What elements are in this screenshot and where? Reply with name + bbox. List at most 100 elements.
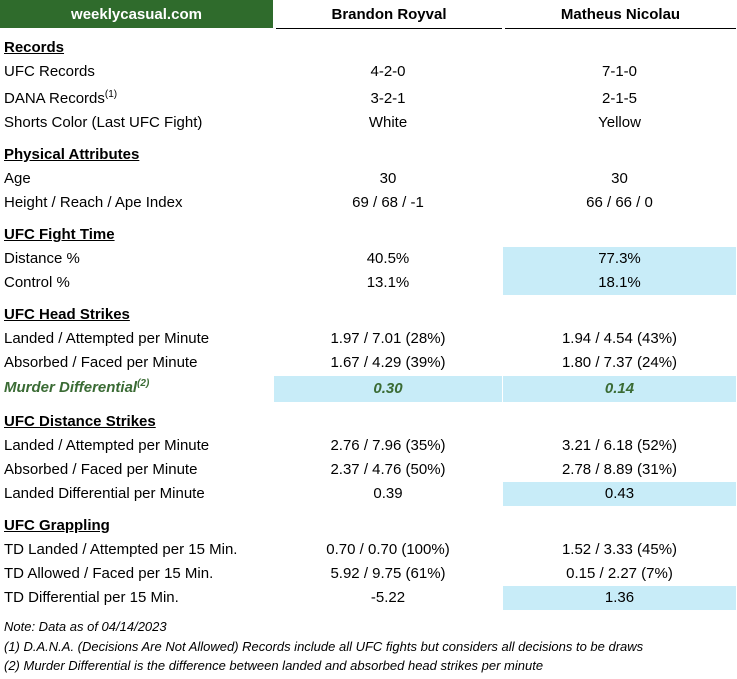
fighter1-value: 1.97 / 7.01 (28%): [330, 330, 446, 347]
fighter2-value: 1.36: [503, 586, 736, 610]
section-heading: Records: [4, 36, 64, 60]
fighter1-value: White: [368, 114, 408, 131]
fighter1-value: 3-2-1: [370, 90, 406, 107]
fighter2-value: 0.14: [503, 376, 736, 402]
fighter1-value: 40.5%: [366, 250, 410, 267]
table-row: Height / Reach / Ape Index 69 / 68 / -1 66…: [0, 191, 737, 215]
section-row: UFC Grappling: [0, 514, 737, 538]
table-row: UFC Records 4-2-0 7-1-0: [0, 60, 737, 84]
fighter2-value: 2-1-5: [601, 90, 638, 107]
fighter1-value: 5.92 / 9.75 (61%): [330, 565, 446, 582]
row-label-text: Landed / Attempted per Minute: [4, 437, 210, 454]
row-label-text: UFC Records: [4, 63, 95, 80]
fighter1-value: 2.37 / 4.76 (50%): [330, 461, 446, 478]
fighter2-value: 2.78 / 8.89 (31%): [561, 461, 678, 478]
row-label: Control %: [4, 271, 70, 295]
fighter1-value: 69 / 68 / -1: [352, 194, 424, 211]
row-label: TD Allowed / Faced per 15 Min.: [4, 562, 213, 586]
footnote-1: (1) D.A.N.A. (Decisions Are Not Allowed)…: [4, 639, 644, 654]
section-row: UFC Head Strikes: [0, 303, 737, 327]
fighter2-value: 1.52 / 3.33 (45%): [561, 541, 678, 558]
row-label-text: DANA Records: [4, 90, 105, 107]
row-label-text: Shorts Color (Last UFC Fight): [4, 114, 203, 131]
row-label: Distance %: [4, 247, 80, 271]
row-label: Age: [4, 167, 31, 191]
section-heading: UFC Grappling: [4, 514, 110, 538]
table-row: Absorbed / Faced per Minute 1.67 / 4.29 (…: [0, 351, 737, 375]
row-label-text: Absorbed / Faced per Minute: [4, 461, 198, 478]
fighter1-value: 0.30: [274, 376, 502, 402]
row-label-text: UFC Grappling: [4, 517, 110, 534]
fighter2-value: 0.43: [503, 482, 736, 506]
fighter2-value: 7-1-0: [601, 63, 638, 80]
row-label: Landed / Attempted per Minute: [4, 434, 209, 458]
row-label-text: Height / Reach / Ape Index: [4, 194, 183, 211]
fighter1-value: 1.67 / 4.29 (39%): [330, 354, 446, 371]
section-heading: UFC Head Strikes: [4, 303, 130, 327]
row-label-text: Records: [4, 39, 65, 56]
table-row: Age 30 30: [0, 167, 737, 191]
row-label-text: Murder Differential: [4, 379, 138, 396]
section-heading: Physical Attributes: [4, 143, 139, 167]
fighter2-value: 1.80 / 7.37 (24%): [561, 354, 678, 371]
row-label-text: UFC Distance Strikes: [4, 413, 156, 430]
row-label-text: UFC Fight Time: [4, 226, 115, 243]
fighter2-value: 1.94 / 4.54 (43%): [561, 330, 678, 347]
fighter1-value: 0.39: [373, 485, 403, 502]
fighter2-value: 66 / 66 / 0: [586, 194, 653, 211]
table-row: Shorts Color (Last UFC Fight) White Yellow: [0, 111, 737, 135]
row-label-text: Control %: [4, 274, 70, 291]
fighter2-value: 0.15 / 2.27 (7%): [566, 565, 673, 582]
table-row: Murder Differential(2) 0.30 0.14: [0, 376, 737, 402]
footnote-2: (2) Murder Differential is the differenc…: [4, 658, 544, 673]
table-row: DANA Records(1) 3-2-1 2-1-5: [0, 87, 737, 111]
section-row: UFC Distance Strikes: [0, 410, 737, 434]
row-label-text: Landed / Attempted per Minute: [4, 330, 210, 347]
fighter1-header: Brandon Royval: [276, 0, 502, 29]
row-label: Height / Reach / Ape Index: [4, 191, 182, 215]
row-label: UFC Records: [4, 60, 95, 84]
fighter1-value: 30: [379, 170, 397, 187]
table-row: TD Differential per 15 Min. -5.22 1.36: [0, 586, 737, 610]
table-row: Absorbed / Faced per Minute 2.37 / 4.76 (…: [0, 458, 737, 482]
fighter1-value: -5.22: [370, 589, 406, 606]
footnote-marker: (2): [137, 378, 150, 389]
row-label: Murder Differential(2): [4, 376, 149, 400]
row-label-text: Age: [4, 170, 31, 187]
row-label-text: UFC Head Strikes: [4, 306, 130, 323]
table-row: Landed / Attempted per Minute 2.76 / 7.96…: [0, 434, 737, 458]
table-row: Landed / Attempted per Minute 1.97 / 7.01…: [0, 327, 737, 351]
section-row: UFC Fight Time: [0, 223, 737, 247]
row-label: Shorts Color (Last UFC Fight): [4, 111, 202, 135]
row-label: Landed / Attempted per Minute: [4, 327, 209, 351]
fighter1-value: 4-2-0: [370, 63, 406, 80]
row-label: Absorbed / Faced per Minute: [4, 458, 197, 482]
row-label: Absorbed / Faced per Minute: [4, 351, 197, 375]
section-heading: UFC Fight Time: [4, 223, 115, 247]
fighter2-header: Matheus Nicolau: [505, 0, 736, 29]
fighter2-value: 77.3%: [503, 247, 736, 271]
row-label-text: TD Landed / Attempted per 15 Min.: [4, 541, 238, 558]
row-label-text: Landed Differential per Minute: [4, 485, 205, 502]
fighter2-value: Yellow: [598, 114, 641, 131]
table-row: Distance % 40.5% 77.3%: [0, 247, 737, 271]
fighter1-value: 2.76 / 7.96 (35%): [330, 437, 446, 454]
table-row: Landed Differential per Minute 0.39 0.43: [0, 482, 737, 506]
note-date: Note: Data as of 04/14/2023: [4, 619, 167, 634]
section-heading: UFC Distance Strikes: [4, 410, 156, 434]
fighter1-value: 0.70 / 0.70 (100%): [326, 541, 450, 558]
footnote-marker: (1): [104, 89, 118, 100]
section-row: Physical Attributes: [0, 143, 737, 167]
row-label-text: Distance %: [4, 250, 80, 267]
row-label-text: TD Allowed / Faced per 15 Min.: [4, 565, 214, 582]
row-label: DANA Records(1): [4, 87, 117, 111]
brand-banner: weeklycasual.com: [0, 0, 274, 28]
fighter2-value: 18.1%: [503, 271, 736, 295]
table-row: TD Allowed / Faced per 15 Min. 5.92 / 9.7…: [0, 562, 737, 586]
table-row: TD Landed / Attempted per 15 Min. 0.70 / …: [0, 538, 737, 562]
row-label: TD Differential per 15 Min.: [4, 586, 179, 610]
table-row: Control % 13.1% 18.1%: [0, 271, 737, 295]
fighter2-value: 3.21 / 6.18 (52%): [561, 437, 678, 454]
row-label: TD Landed / Attempted per 15 Min.: [4, 538, 237, 562]
